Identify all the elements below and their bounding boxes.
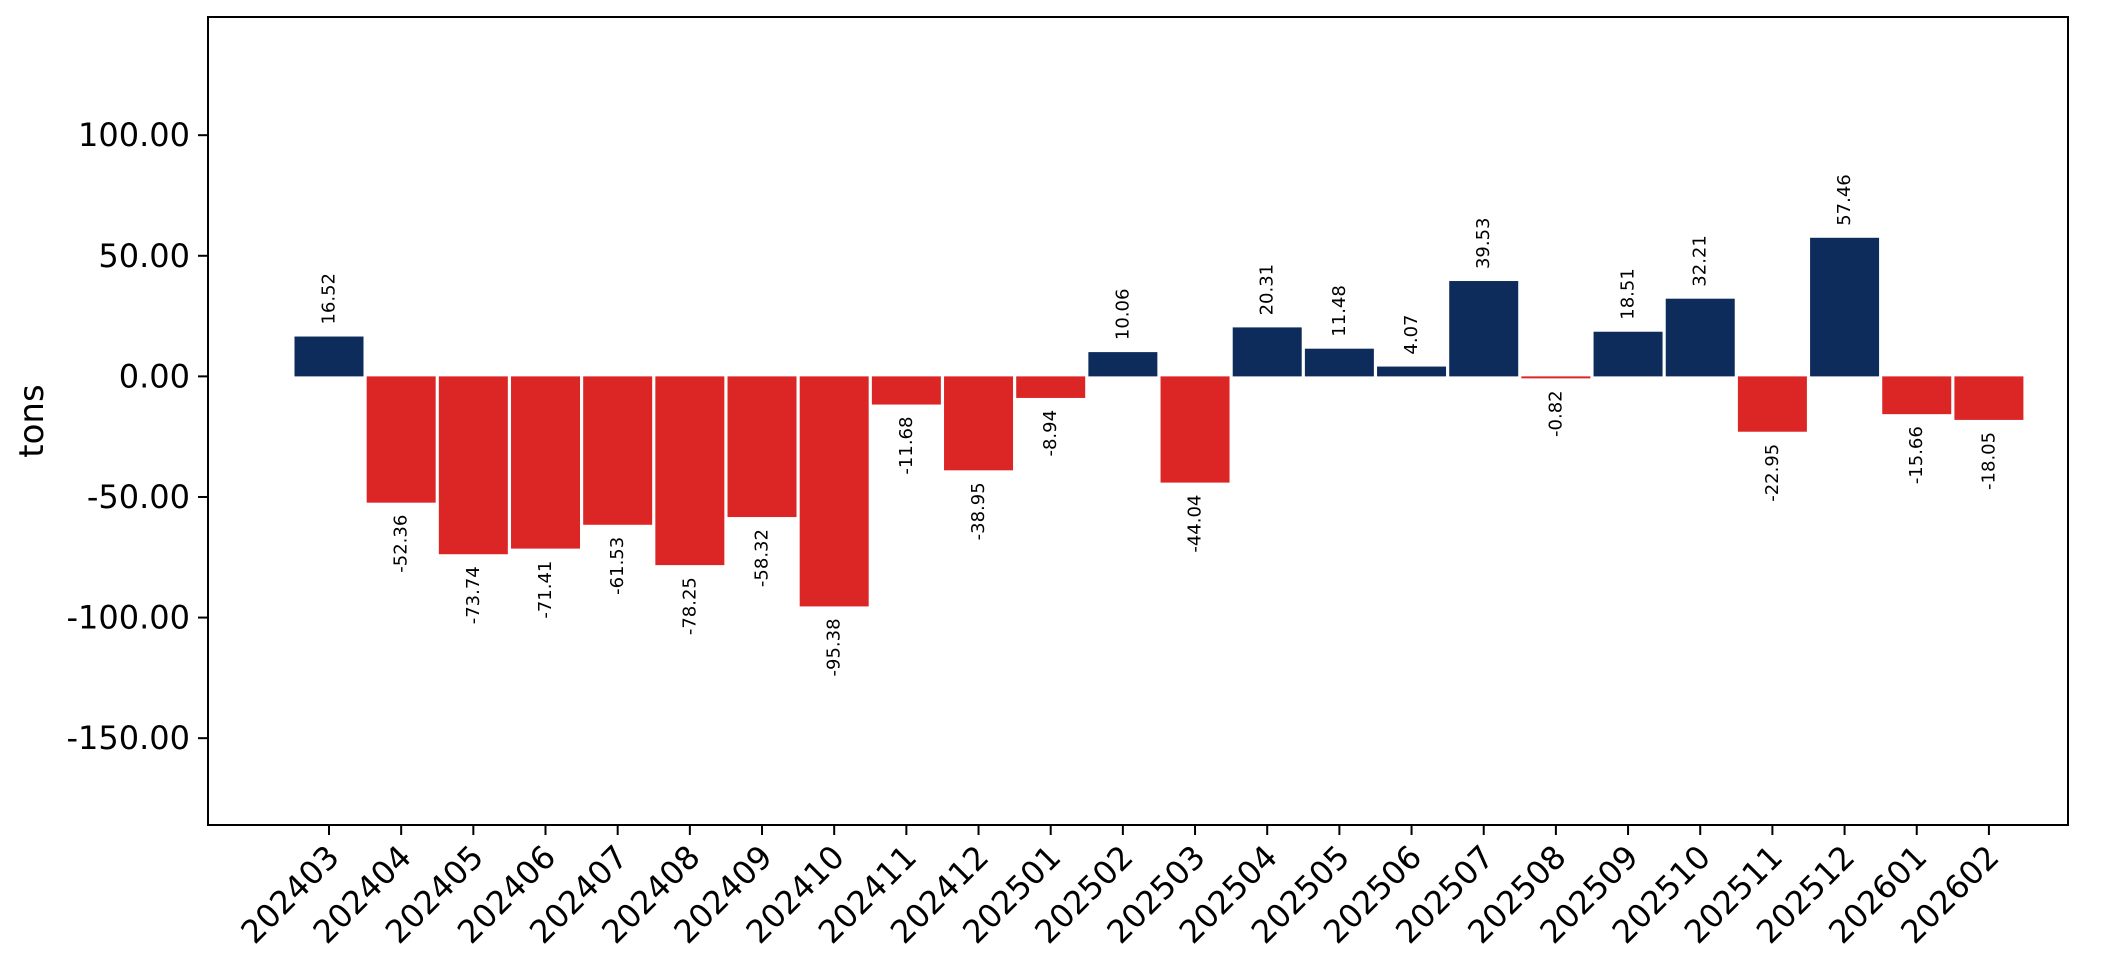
bar <box>727 376 797 518</box>
data-label: -71.41 <box>535 561 556 619</box>
y-axis: 100.00 50.00 0.00 -50.00 -100.00 -150.00 <box>66 116 208 757</box>
bar <box>1377 366 1447 377</box>
bar <box>438 376 508 555</box>
bar <box>511 376 581 549</box>
y-tick-label: -150.00 <box>66 719 190 757</box>
bar <box>1449 281 1519 377</box>
data-label: 57.46 <box>1834 174 1855 226</box>
bars <box>294 237 2024 607</box>
data-label: -52.36 <box>391 515 412 573</box>
x-axis: 2024032024042024052024062024072024082024… <box>233 825 2007 951</box>
data-label: 10.06 <box>1112 289 1133 341</box>
bar <box>366 376 436 503</box>
y-tick-label: -100.00 <box>66 599 190 637</box>
data-label: 39.53 <box>1473 218 1494 270</box>
data-label: -22.95 <box>1762 444 1783 502</box>
bar <box>1088 352 1158 377</box>
data-label: -18.05 <box>1978 432 1999 490</box>
bar <box>799 376 869 607</box>
bar <box>1304 348 1374 377</box>
data-label: -11.68 <box>896 417 917 475</box>
data-label: -44.04 <box>1185 495 1206 553</box>
bar <box>944 376 1014 471</box>
bar <box>1737 376 1807 432</box>
data-label: -8.94 <box>1040 410 1061 457</box>
bar <box>655 376 725 566</box>
data-label: -0.82 <box>1545 390 1566 437</box>
y-tick-label: -50.00 <box>87 478 190 516</box>
data-label: 16.52 <box>319 273 340 325</box>
data-label: 32.21 <box>1690 235 1711 287</box>
bar <box>1593 331 1663 377</box>
bar <box>1160 376 1230 483</box>
bar <box>1016 376 1086 398</box>
data-label: 4.07 <box>1401 314 1422 354</box>
bar <box>1882 376 1952 415</box>
data-label: -38.95 <box>968 482 989 540</box>
bar <box>1521 376 1591 379</box>
data-label: 11.48 <box>1329 285 1350 337</box>
bar <box>1954 376 2024 420</box>
bar <box>1232 327 1302 377</box>
data-label: -15.66 <box>1906 426 1927 484</box>
data-label: -78.25 <box>679 577 700 635</box>
data-label: -73.74 <box>463 566 484 624</box>
bar <box>1810 237 1880 377</box>
y-tick-label: 50.00 <box>98 237 190 275</box>
data-label: -61.53 <box>607 537 628 595</box>
y-tick-label: 100.00 <box>78 116 190 154</box>
bar <box>871 376 941 405</box>
data-label: -58.32 <box>752 529 773 587</box>
data-labels: 16.52 -52.36 -73.74 -71.41 -61.53 -78.25 -58.3… <box>319 174 2000 676</box>
y-axis-title: tons <box>12 384 52 457</box>
data-label: 18.51 <box>1618 268 1639 320</box>
bar <box>583 376 653 525</box>
bar <box>1665 298 1735 377</box>
bar <box>294 336 364 377</box>
data-label: -95.38 <box>824 618 845 676</box>
y-tick-label: 0.00 <box>119 357 190 395</box>
data-label: 20.31 <box>1257 264 1278 316</box>
